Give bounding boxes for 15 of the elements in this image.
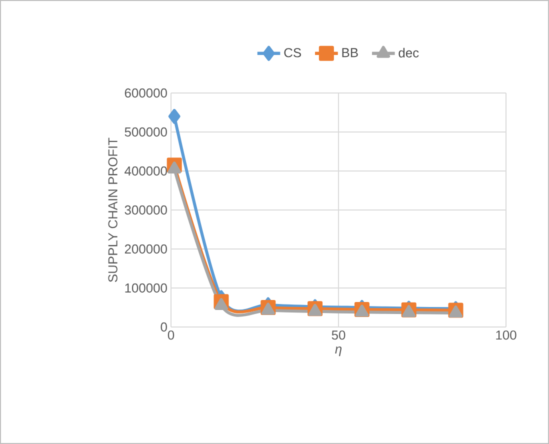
x-axis-title: η	[335, 346, 342, 356]
y-axis-title: SUPPLY CHAIN PROFIT	[108, 138, 118, 282]
legend-label: CS	[284, 48, 301, 58]
legend-label: BB	[342, 48, 358, 58]
x-tick-label: 50	[332, 330, 346, 340]
x-tick-label: 0	[168, 330, 174, 340]
y-tick-label: 100000	[125, 283, 167, 293]
y-tick-label: 200000	[124, 244, 167, 254]
y-tick-label: 500000	[124, 127, 167, 137]
y-tick-label: 600000	[124, 88, 167, 98]
legend-label: dec	[398, 48, 419, 58]
x-tick-label: 100	[496, 330, 516, 340]
y-tick-label: 300000	[124, 205, 167, 215]
y-tick-label: 400000	[124, 166, 167, 176]
y-tick-label: 0	[160, 322, 167, 332]
